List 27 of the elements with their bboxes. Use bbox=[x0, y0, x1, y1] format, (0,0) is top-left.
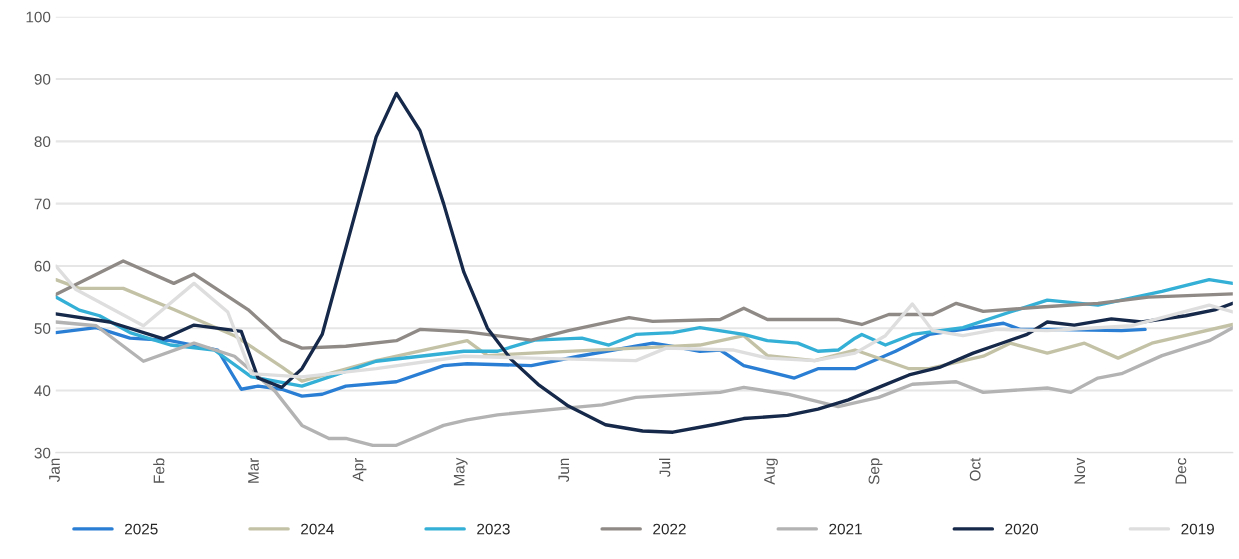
x-tick-label: Dec bbox=[1175, 458, 1187, 484]
x-tick-label: Mar bbox=[248, 457, 259, 483]
legend-label: 2021 bbox=[829, 523, 862, 535]
y-tick-label: 30 bbox=[34, 447, 51, 459]
y-tick-label: 100 bbox=[26, 11, 51, 23]
x-tick-label: Jun bbox=[558, 458, 570, 483]
x-tick-label: Apr bbox=[352, 457, 367, 482]
legend-label: 2020 bbox=[1005, 523, 1039, 535]
x-tick-label: Jul bbox=[659, 458, 671, 477]
y-tick-label: 80 bbox=[34, 136, 51, 148]
legend-label: 2019 bbox=[1181, 523, 1214, 535]
legend-label: 2023 bbox=[477, 523, 510, 535]
x-tick-label: May bbox=[453, 457, 468, 486]
x-tick-label: Oct bbox=[969, 457, 981, 481]
legend-label: 2025 bbox=[125, 523, 158, 535]
y-tick-label: 70 bbox=[34, 198, 51, 210]
y-tick-label: 90 bbox=[34, 73, 51, 85]
x-tick-label: Aug bbox=[764, 458, 778, 485]
y-tick-label: 40 bbox=[34, 385, 51, 397]
legend-label: 2022 bbox=[653, 523, 686, 535]
x-tick-label: Feb bbox=[153, 458, 165, 483]
x-tick-label: Jan bbox=[49, 458, 60, 483]
y-tick-label: 50 bbox=[34, 323, 51, 334]
y-tick-label: 60 bbox=[34, 260, 51, 272]
legend-label: 2024 bbox=[301, 523, 334, 535]
x-tick-label: Sep bbox=[868, 458, 883, 485]
x-tick-label: Nov bbox=[1074, 457, 1086, 484]
